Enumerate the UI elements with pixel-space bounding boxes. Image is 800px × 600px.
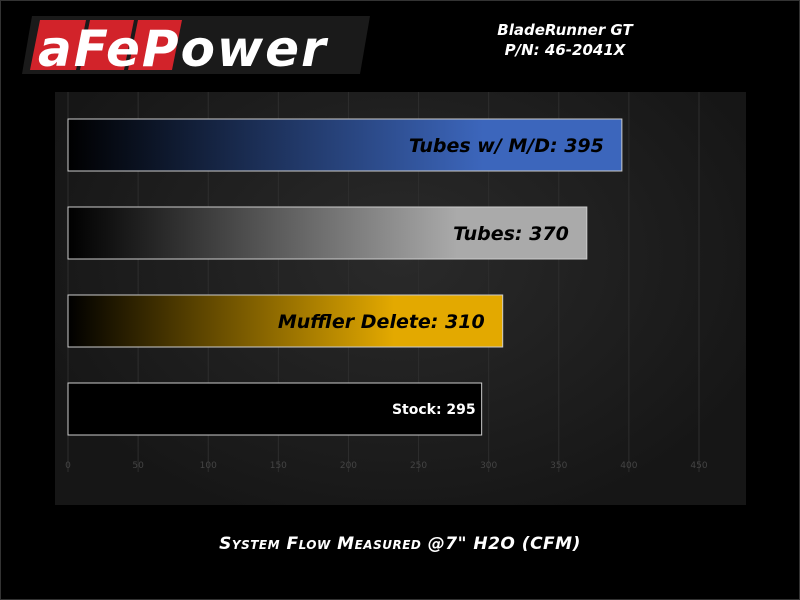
bar-tubes: [67, 206, 588, 260]
bar-muffler-delete: [67, 294, 504, 348]
x-tick-label: 50: [132, 461, 144, 471]
x-tick-label: 200: [340, 461, 357, 471]
x-axis-label: System Flow Measured @7" H2O (CFM): [219, 534, 581, 554]
bar-stock: [67, 382, 483, 436]
x-tick-label: 350: [550, 461, 567, 471]
afe-power-logo: aFePower: [22, 16, 370, 76]
data-label: Stock: 295: [392, 402, 476, 418]
x-tick-label: 150: [270, 461, 287, 471]
x-tick-label: 100: [200, 461, 217, 471]
x-tick-label: 0: [65, 461, 71, 471]
x-tick-label: 450: [690, 461, 707, 471]
data-label: Tubes w/ M/D: 395: [409, 135, 604, 157]
chart-title: BladeRunner GT P/N: 46-2041X: [440, 20, 690, 60]
svg-text:aFePower: aFePower: [38, 20, 329, 76]
bar-chart: Tubes w/ M/D: 395 Tubes: 370 Muffler Delet…: [65, 92, 708, 472]
x-tick-label: 400: [620, 461, 637, 471]
part-number: P/N: 46-2041X: [504, 41, 626, 59]
data-label: Tubes: 370: [453, 223, 569, 245]
x-tick-label: 300: [480, 461, 497, 471]
product-name: BladeRunner GT: [497, 21, 633, 39]
data-label: Muffler Delete: 310: [278, 311, 485, 333]
x-tick-label: 250: [410, 461, 427, 471]
bar-tubes-w-m-d: [67, 118, 623, 172]
plot-area: Tubes w/ M/D: 395 Tubes: 370 Muffler Delet…: [55, 92, 746, 505]
